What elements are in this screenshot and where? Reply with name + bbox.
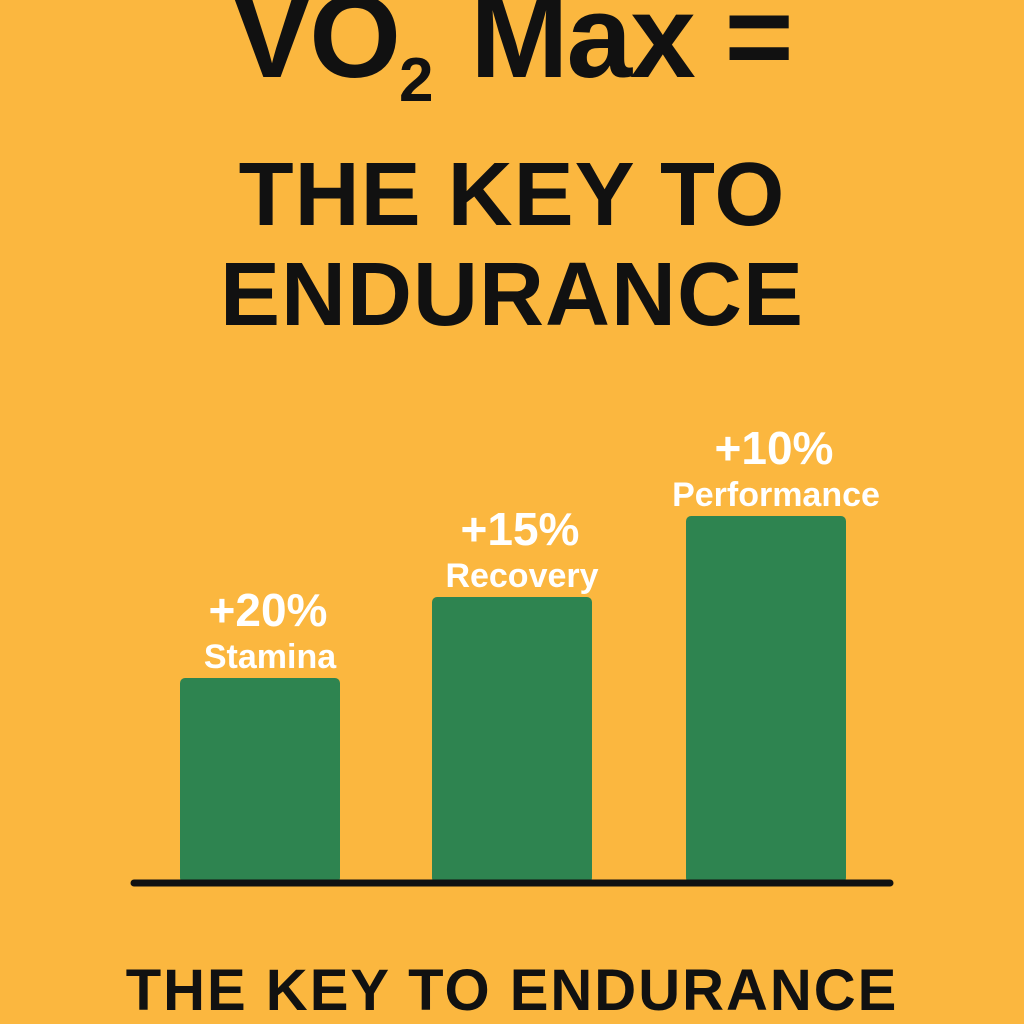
headline-subscript: 2 [398,46,434,115]
bar-performance [686,516,846,883]
value-label-stamina: +20% [209,584,328,636]
headline-suffix: Max = [439,0,793,103]
footer-tagline: THE KEY TO ENDURANCE [125,958,899,1023]
headline-title: VO2 Max = [0,0,1024,116]
bar-stamina [180,678,340,883]
value-label-recovery: +15% [461,503,580,555]
headline-line-2: THE KEY TO [238,145,786,245]
headline-prefix: VO [232,0,400,103]
category-label-stamina: Stamina [204,638,337,676]
value-label-performance: +10% [715,422,834,474]
bar-recovery [432,597,592,883]
category-label-recovery: Recovery [445,557,598,595]
headline-line-3: ENDURANCE [219,245,805,345]
category-label-performance: Performance [672,476,880,514]
